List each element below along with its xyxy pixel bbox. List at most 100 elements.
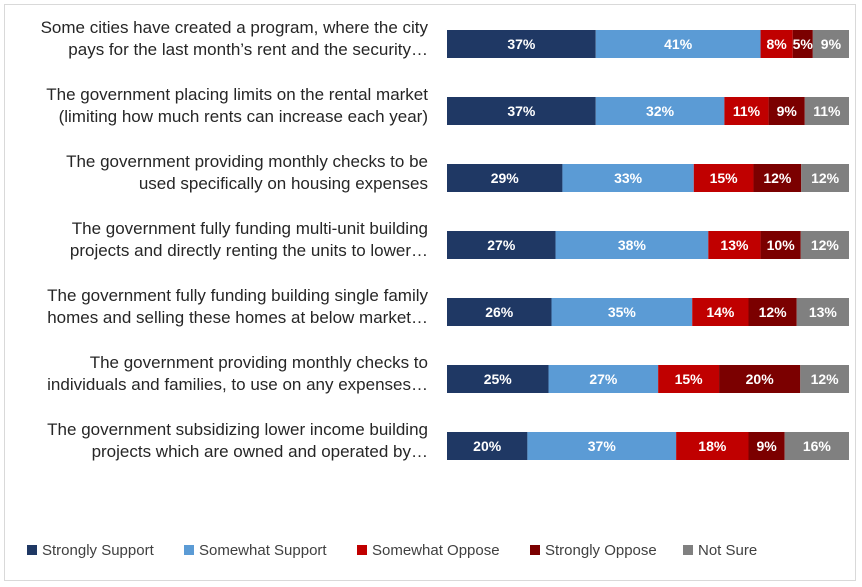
category-label-line: individuals and families, to use on any … (47, 375, 428, 394)
bar-segment-somewhat-oppose (692, 298, 749, 326)
category-label: Some cities have created a program, wher… (41, 18, 429, 59)
legend-swatch (357, 545, 367, 555)
data-label: 37% (588, 438, 617, 454)
data-label: 29% (491, 170, 520, 186)
bar-segment-somewhat-oppose (724, 97, 769, 125)
data-label: 35% (608, 304, 637, 320)
data-label: 38% (618, 237, 647, 253)
bars: 37% 41% 8% 5% 9% 37% 32% 11% 9% 11% 29% 33% 15% 12% 12… (447, 30, 849, 460)
bar-segment-somewhat-support (551, 298, 693, 326)
bar-segment-somewhat-oppose (760, 30, 793, 58)
category-label-line: The government subsidizing lower income … (47, 420, 428, 439)
legend-label: Somewhat Support (199, 542, 327, 559)
data-label: 9% (821, 36, 842, 52)
data-label: 20% (746, 371, 775, 387)
bar-segment-somewhat-support (562, 164, 694, 192)
category-label: The government fully funding building si… (47, 286, 428, 327)
data-label: 41% (664, 36, 693, 52)
data-label: 8% (767, 36, 788, 52)
category-label-line: The government providing monthly checks … (66, 152, 428, 171)
data-label: 37% (507, 36, 536, 52)
category-label-line: projects and directly renting the units … (70, 241, 428, 260)
data-label: 15% (675, 371, 704, 387)
data-label: 10% (767, 237, 796, 253)
data-label: 11% (813, 103, 841, 119)
category-label-line: The government providing monthly checks … (90, 353, 428, 372)
legend-label: Strongly Support (42, 542, 155, 559)
category-label-line: used specifically on housing expenses (139, 174, 428, 193)
category-label-line: The government fully funding multi-unit … (72, 219, 428, 238)
bar-segment-strongly-oppose (792, 30, 813, 58)
data-label: 27% (487, 237, 516, 253)
category-label: The government placing limits on the ren… (46, 85, 428, 126)
legend-label: Somewhat Oppose (372, 542, 500, 559)
bar-segment-strongly-support (447, 298, 552, 326)
bar-segment-somewhat-support (548, 365, 659, 393)
bar-segment-not-sure (801, 164, 849, 192)
data-label: 11% (733, 103, 761, 119)
bar-segment-strongly-oppose (753, 164, 802, 192)
data-label: 12% (811, 371, 840, 387)
bar-segment-strongly-oppose (760, 231, 801, 259)
bar-segment-somewhat-oppose (708, 231, 761, 259)
data-label: 13% (720, 237, 749, 253)
bar-segment-strongly-support (447, 164, 563, 192)
bar-segment-strongly-oppose (748, 298, 797, 326)
bar-segment-strongly-support (447, 432, 528, 460)
bar-segment-strongly-oppose (719, 365, 801, 393)
data-label: 5% (793, 36, 814, 52)
data-label: 37% (507, 103, 536, 119)
data-label: 13% (809, 304, 838, 320)
data-label: 12% (811, 237, 840, 253)
category-label: The government providing monthly checks … (47, 353, 428, 394)
bar-segment-not-sure (812, 30, 849, 58)
category-label-line: The government fully funding building si… (47, 286, 428, 305)
data-label: 26% (485, 304, 514, 320)
legend-swatch (683, 545, 693, 555)
bar-segment-somewhat-support (555, 231, 709, 259)
legend-swatch (27, 545, 37, 555)
category-label-line: homes and selling these homes at below m… (47, 308, 428, 327)
bar-segment-strongly-support (447, 30, 596, 58)
bar-segment-not-sure (800, 365, 849, 393)
bar-segment-somewhat-support (595, 30, 761, 58)
data-label: 25% (484, 371, 513, 387)
bar-segment-strongly-support (447, 231, 556, 259)
category-label-line: projects which are owned and operated by… (92, 442, 428, 461)
bar-segment-not-sure (800, 231, 849, 259)
legend-swatch (184, 545, 194, 555)
bar-segment-strongly-oppose (768, 97, 805, 125)
legend-label: Strongly Oppose (545, 542, 657, 559)
bar-segment-strongly-support (447, 365, 549, 393)
data-label: 9% (777, 103, 798, 119)
data-label: 16% (803, 438, 832, 454)
legend-label: Not Sure (698, 542, 757, 559)
data-label: 14% (706, 304, 735, 320)
legend: Strongly Support Somewhat Support Somewhat… (27, 542, 757, 559)
bar-segment-strongly-oppose (748, 432, 785, 460)
data-label: 32% (646, 103, 675, 119)
legend-swatch (530, 545, 540, 555)
bar-segment-not-sure (784, 432, 849, 460)
category-label: The government providing monthly checks … (66, 152, 428, 193)
bar-segment-strongly-support (447, 97, 596, 125)
data-label: 20% (473, 438, 502, 454)
bar-segment-somewhat-oppose (676, 432, 749, 460)
category-label-line: pays for the last month’s rent and the s… (68, 40, 428, 59)
bar-segment-not-sure (804, 97, 849, 125)
category-label-line: Some cities have created a program, wher… (41, 18, 429, 37)
bar-segment-somewhat-oppose (693, 164, 754, 192)
category-labels: Some cities have created a program, wher… (41, 18, 429, 461)
category-label: The government subsidizing lower income … (47, 420, 428, 461)
bar-segment-not-sure (796, 298, 849, 326)
bar-segment-somewhat-support (527, 432, 677, 460)
category-label: The government fully funding multi-unit … (70, 219, 428, 260)
data-label: 15% (710, 170, 739, 186)
data-label: 9% (756, 438, 777, 454)
data-label: 12% (759, 304, 788, 320)
data-label: 18% (698, 438, 727, 454)
category-label-line: The government placing limits on the ren… (46, 85, 428, 104)
bar-segment-somewhat-oppose (658, 365, 720, 393)
data-label: 12% (763, 170, 792, 186)
